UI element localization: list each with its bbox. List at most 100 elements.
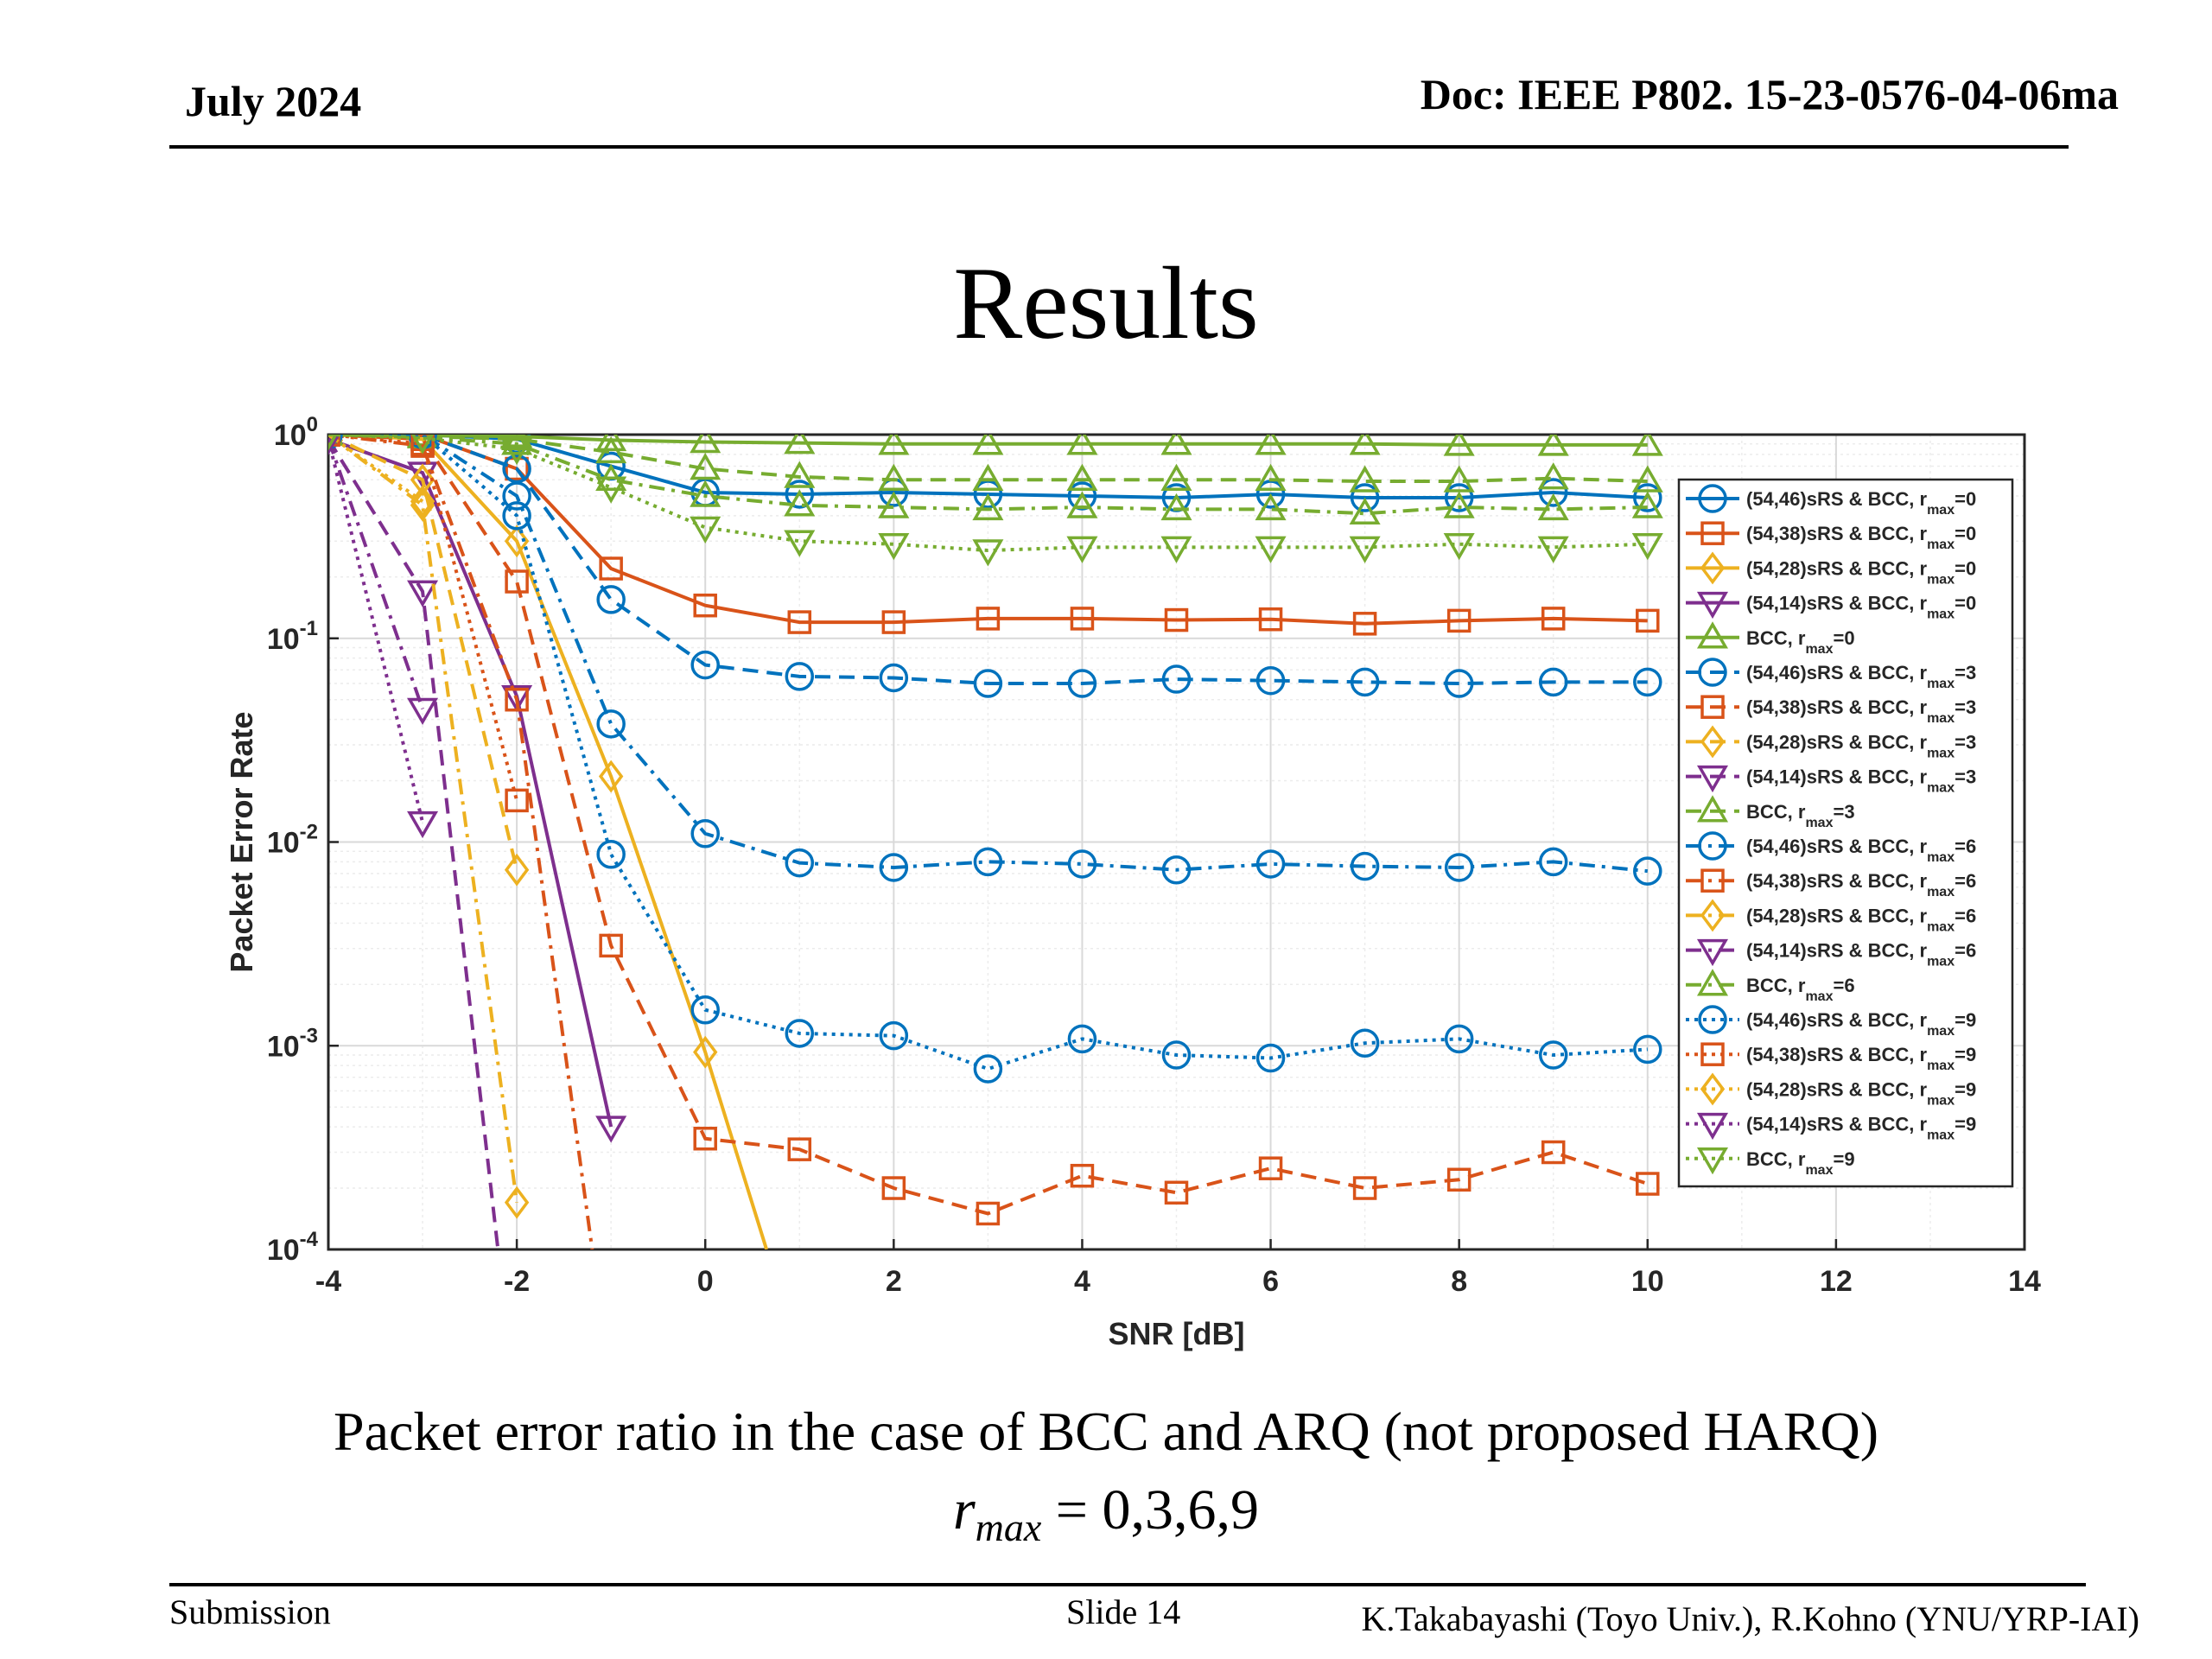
x-tick-label: 2 xyxy=(886,1265,902,1298)
data-point xyxy=(973,847,1003,877)
data-point xyxy=(1350,851,1380,881)
data-point xyxy=(1633,856,1662,886)
legend-marker xyxy=(1696,1147,1729,1175)
legend-label: (54,28)sRS & BCC, rmax=3 xyxy=(1746,731,1976,760)
legend-label: (54,28)sRS & BCC, rmax=0 xyxy=(1746,557,1976,587)
data-point xyxy=(1066,536,1098,563)
data-point xyxy=(784,489,816,517)
data-point xyxy=(504,1185,530,1219)
data-point xyxy=(1631,435,1663,456)
data-point xyxy=(973,669,1003,698)
data-point xyxy=(1255,536,1287,563)
data-point xyxy=(1538,1040,1568,1070)
data-point xyxy=(407,810,439,839)
data-point xyxy=(505,569,529,594)
data-point xyxy=(881,1176,906,1200)
legend-marker xyxy=(1700,725,1726,759)
data-point xyxy=(878,463,910,492)
series-line xyxy=(328,435,1648,874)
data-point xyxy=(1067,849,1097,879)
data-point xyxy=(1631,465,1663,493)
series-line xyxy=(328,435,1648,484)
data-point xyxy=(879,1020,909,1051)
data-point xyxy=(690,995,720,1025)
data-point xyxy=(878,532,910,561)
data-point xyxy=(1066,435,1098,455)
data-point xyxy=(1541,1140,1566,1165)
footer-slide-number: Slide 14 xyxy=(1066,1592,1181,1631)
data-point xyxy=(1255,849,1286,879)
legend-marker xyxy=(1696,1112,1729,1141)
series-5 xyxy=(328,435,1662,698)
data-point xyxy=(1066,491,1098,518)
x-tick-label: 14 xyxy=(2008,1265,2041,1298)
formula-var: r xyxy=(952,1478,976,1541)
data-point xyxy=(501,684,533,713)
data-point xyxy=(1258,607,1283,632)
data-point xyxy=(1538,478,1568,507)
data-point xyxy=(1537,435,1569,456)
legend-marker xyxy=(1696,765,1729,793)
y-tick-label: 10-2 xyxy=(267,821,318,860)
data-point xyxy=(976,1201,1001,1226)
footer-submission: Submission xyxy=(169,1592,331,1631)
data-point xyxy=(1161,855,1192,885)
data-point xyxy=(1164,607,1189,632)
legend-label: (54,14)sRS & BCC, rmax=9 xyxy=(1746,1114,1976,1143)
series-line xyxy=(328,435,594,1249)
series-9 xyxy=(328,435,1663,493)
series-10 xyxy=(328,435,1662,886)
legend-label: (54,14)sRS & BCC, rmax=6 xyxy=(1746,940,1976,969)
data-point xyxy=(1066,463,1098,492)
data-point xyxy=(1444,483,1474,512)
legend-marker xyxy=(1700,1042,1725,1066)
data-point xyxy=(596,585,626,614)
data-point xyxy=(784,461,816,488)
data-point xyxy=(1160,435,1192,455)
data-point xyxy=(1160,493,1192,521)
x-tick-label: 0 xyxy=(697,1265,714,1298)
data-point xyxy=(599,933,623,958)
data-point xyxy=(1538,847,1568,877)
data-point xyxy=(501,437,533,466)
data-point xyxy=(1349,536,1381,563)
data-point xyxy=(599,556,623,581)
header-doc-id: Doc: IEEE P802. 15-23-0576-04-06ma xyxy=(1420,70,2119,118)
data-point xyxy=(1444,853,1474,882)
data-point xyxy=(1541,607,1566,631)
legend-label: (54,14)sRS & BCC, rmax=3 xyxy=(1746,766,1976,796)
data-point xyxy=(595,476,627,504)
legend-label: BCC, rmax=6 xyxy=(1746,975,1855,1004)
data-point xyxy=(502,481,531,511)
data-point xyxy=(1633,483,1662,512)
footer-authors: K.Takabayashi (Toyo Univ.), R.Kohno (YNU… xyxy=(1361,1599,2139,1638)
series-15 xyxy=(328,435,1662,1084)
data-point xyxy=(881,610,906,634)
header-rule xyxy=(169,145,2069,149)
data-point xyxy=(785,480,815,509)
data-point xyxy=(972,435,1004,455)
slide-title: Results xyxy=(953,245,1259,360)
series-line xyxy=(328,435,519,871)
data-point xyxy=(1631,532,1663,561)
data-point xyxy=(328,435,338,451)
data-point xyxy=(973,1054,1003,1084)
data-point xyxy=(1446,608,1471,633)
legend-label: BCC, rmax=3 xyxy=(1746,801,1855,830)
data-point xyxy=(1255,665,1286,696)
data-point xyxy=(598,760,624,793)
data-point xyxy=(1444,1024,1474,1054)
data-point xyxy=(1350,1028,1380,1058)
legend-label: BCC, rmax=0 xyxy=(1746,627,1855,657)
data-point xyxy=(407,580,439,607)
data-point xyxy=(785,1019,815,1048)
data-point xyxy=(410,435,435,456)
series-line xyxy=(328,438,424,823)
data-point xyxy=(505,788,529,813)
legend-marker xyxy=(1700,1072,1726,1106)
series-line xyxy=(328,435,1648,516)
data-point xyxy=(1537,536,1569,563)
data-point xyxy=(972,463,1004,492)
data-point xyxy=(1164,1180,1189,1205)
series-17 xyxy=(328,435,435,518)
